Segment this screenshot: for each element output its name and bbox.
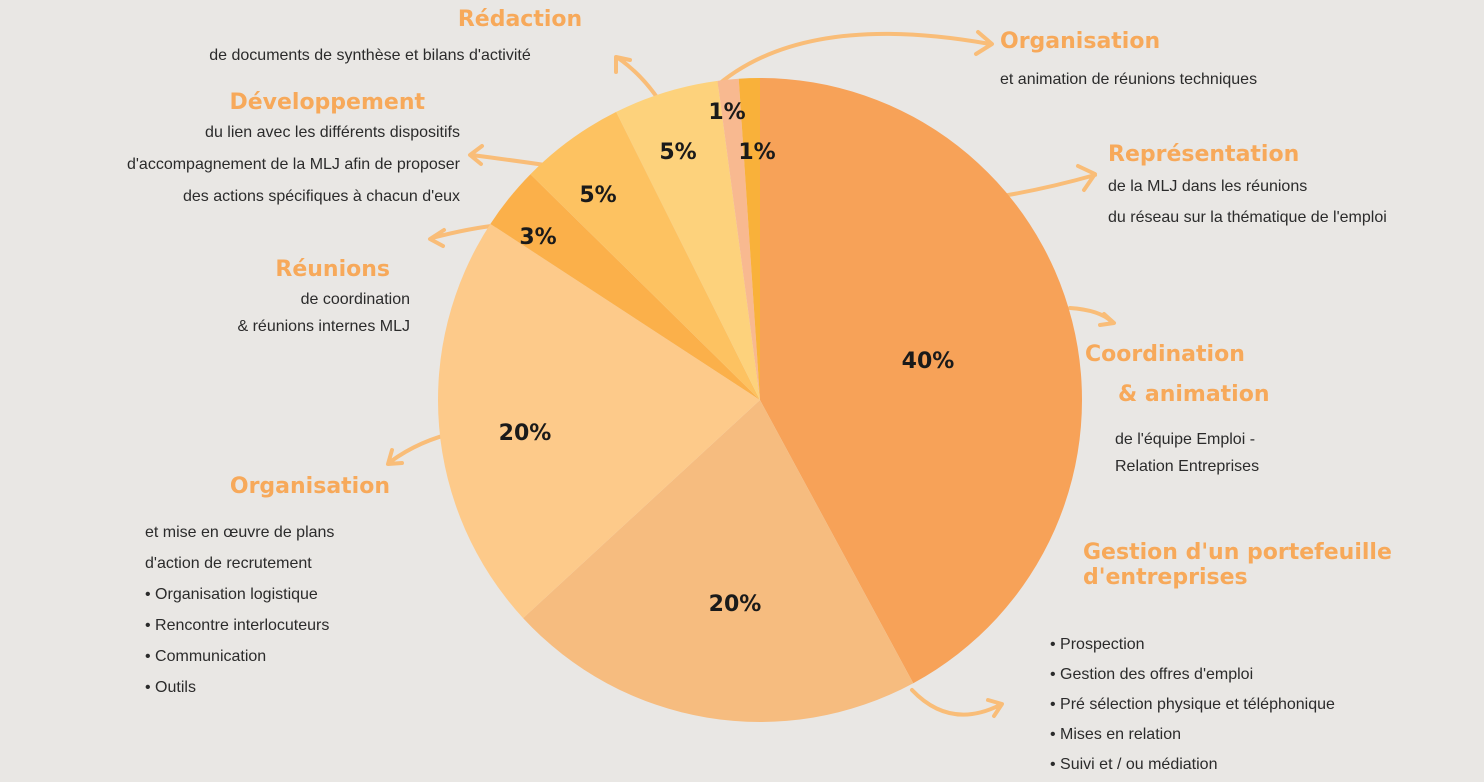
category-heading: Représentation: [1108, 142, 1299, 167]
value-label: 1%: [738, 140, 775, 165]
pie-slice: [523, 400, 914, 722]
category-description: • Outils: [145, 679, 196, 696]
arrow: [468, 144, 547, 167]
category-heading: Rédaction: [458, 7, 582, 32]
category-description: • Communication: [145, 648, 266, 665]
labels: 40% Coordination & animation de l'équipe Em…: [127, 7, 1392, 773]
category-description: • Rencontre interlocuteurs: [145, 617, 329, 634]
category-description: et animation de réunions techniques: [1000, 71, 1257, 88]
value-label: 20%: [499, 421, 552, 446]
category-description: des actions spécifiques à chacun d'eux: [183, 188, 460, 205]
arrow: [1068, 306, 1116, 327]
category-description: d'action de recrutement: [145, 555, 312, 572]
category-heading: Coordination: [1085, 342, 1245, 367]
category-description: de coordination: [301, 291, 410, 308]
pie-slice: [530, 111, 760, 400]
value-label: 5%: [579, 183, 616, 208]
arrow: [910, 688, 1004, 718]
pie-slice: [616, 80, 760, 400]
pie: [438, 78, 1083, 722]
category-description: • Mises en relation: [1050, 726, 1181, 743]
category-description: de l'équipe Emploi -: [1115, 431, 1255, 448]
category-heading: Organisation: [1000, 29, 1160, 54]
value-label: 20%: [709, 592, 762, 617]
pie-slice: [717, 78, 760, 400]
category-description: et mise en œuvre de plans: [145, 524, 334, 541]
category-heading: Réunions: [275, 257, 390, 282]
value-label: 40%: [902, 349, 955, 374]
category-description: du lien avec les différents dispositifs: [205, 124, 460, 141]
category-description: d'accompagnement de la MLJ afin de propo…: [127, 156, 461, 173]
category-description: • Organisation logistique: [145, 586, 318, 603]
category-heading: Organisation: [230, 474, 390, 499]
value-label: 3%: [519, 225, 556, 250]
pie-slice: [738, 78, 760, 400]
category-description: • Gestion des offres d'emploi: [1050, 666, 1253, 683]
category-description: & réunions internes MLJ: [237, 318, 410, 335]
category-heading: & animation: [1118, 382, 1270, 407]
category-heading: Développement: [229, 90, 425, 115]
category-description: de documents de synthèse et bilans d'act…: [209, 47, 531, 64]
arrow: [710, 30, 994, 92]
value-label: 1%: [708, 100, 745, 125]
category-heading: Gestion d'un portefeuille: [1083, 540, 1392, 565]
category-description: de la MLJ dans les réunions: [1108, 178, 1307, 195]
pie-slice: [438, 223, 760, 619]
category-description: • Prospection: [1050, 636, 1145, 653]
pie-slice: [490, 174, 760, 400]
value-label: 5%: [659, 140, 696, 165]
category-description: • Suivi et / ou médiation: [1050, 756, 1217, 773]
category-description: • Pré sélection physique et téléphonique: [1050, 696, 1335, 713]
category-description: du réseau sur la thématique de l'emploi: [1108, 209, 1387, 226]
category-heading: d'entreprises: [1083, 565, 1248, 590]
pie-slice: [760, 78, 1083, 684]
category-description: Relation Entreprises: [1115, 458, 1259, 475]
